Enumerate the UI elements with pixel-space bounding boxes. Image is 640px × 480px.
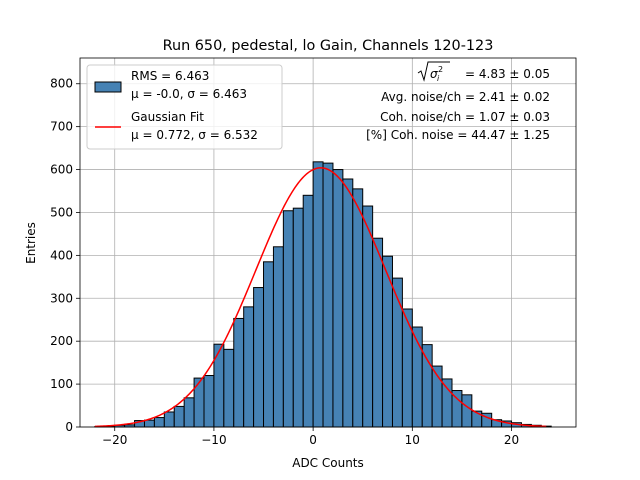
legend-box bbox=[86, 64, 283, 150]
noise-annotations: σ 2 i = 4.83 ± 0.05 Avg. noise/ch = 2.41… bbox=[366, 61, 550, 142]
legend-bar-swatch bbox=[94, 81, 122, 93]
y-tick-label: 100 bbox=[50, 377, 73, 391]
annotation-coh-percent: [%] Coh. noise = 44.47 ± 1.25 bbox=[366, 128, 550, 142]
histogram-bar bbox=[153, 417, 165, 428]
gaussian-fit bbox=[94, 167, 547, 428]
y-tick-label: 300 bbox=[50, 291, 73, 305]
y-axis-label: Entries bbox=[24, 222, 38, 264]
plot-frame bbox=[79, 57, 577, 428]
histogram-bar bbox=[263, 261, 274, 428]
svg-text:i: i bbox=[437, 74, 440, 83]
histogram-bars bbox=[94, 161, 552, 428]
histogram-bar bbox=[223, 348, 235, 428]
histogram-bar bbox=[163, 411, 175, 428]
x-tick-label: 10 bbox=[405, 433, 420, 447]
histogram-bar bbox=[342, 178, 354, 428]
histogram-bar bbox=[292, 207, 304, 428]
histogram-bar bbox=[322, 162, 334, 428]
y-tick-label: 200 bbox=[50, 334, 73, 348]
histogram-bar bbox=[461, 394, 473, 428]
histogram-bar bbox=[173, 405, 185, 428]
histogram-bar bbox=[183, 397, 195, 428]
legend: RMS = 6.463 μ = -0.0, σ = 6.463 Gaussian… bbox=[86, 64, 283, 150]
legend-hist-stats: μ = -0.0, σ = 6.463 bbox=[131, 87, 247, 101]
histogram-bar bbox=[352, 188, 364, 428]
legend-fit-label: Gaussian Fit bbox=[131, 110, 204, 124]
chart-title: Run 650, pedestal, lo Gain, Channels 120… bbox=[163, 38, 494, 54]
histogram-bar bbox=[203, 375, 215, 428]
y-tick-label: 500 bbox=[50, 205, 73, 219]
histogram-bar bbox=[362, 205, 374, 428]
x-axis-label: ADC Counts bbox=[292, 456, 364, 470]
x-tick-label: −10 bbox=[201, 433, 226, 447]
histogram-bar bbox=[372, 237, 384, 428]
annotation-sigma-value: = 4.83 ± 0.05 bbox=[465, 67, 550, 81]
histogram-bar bbox=[143, 419, 155, 428]
legend-fit-stats: μ = 0.772, σ = 6.532 bbox=[131, 128, 258, 142]
svg-text:σ: σ bbox=[430, 67, 438, 81]
svg-text:2: 2 bbox=[438, 65, 443, 74]
gaussian-fit-curve bbox=[94, 167, 547, 428]
histogram-bar bbox=[332, 169, 344, 428]
annotation-avg-noise: Avg. noise/ch = 2.41 ± 0.02 bbox=[381, 90, 550, 104]
histogram-bar bbox=[253, 287, 265, 428]
histogram-bar bbox=[391, 277, 403, 428]
histogram-bar bbox=[233, 317, 245, 428]
annotation-coh-noise: Coh. noise/ch = 1.07 ± 0.03 bbox=[380, 110, 550, 124]
histogram-bar bbox=[193, 377, 205, 428]
x-tick-label: 0 bbox=[309, 433, 317, 447]
y-tick-label: 400 bbox=[50, 248, 73, 262]
histogram-bar bbox=[282, 210, 294, 428]
sigma-sqrt-symbol: σ 2 i bbox=[417, 61, 450, 83]
histogram-bar bbox=[312, 161, 324, 428]
y-tick-label: 0 bbox=[65, 420, 73, 434]
histogram-bar bbox=[441, 378, 453, 428]
x-tick-label: −20 bbox=[102, 433, 127, 447]
y-tick-label: 600 bbox=[50, 163, 73, 177]
y-tick-label: 700 bbox=[50, 120, 73, 134]
histogram-bar bbox=[421, 344, 433, 428]
x-tick-label: 20 bbox=[504, 433, 519, 447]
histogram-bar bbox=[302, 194, 314, 428]
histogram-bar bbox=[243, 306, 255, 428]
histogram-bar bbox=[272, 246, 284, 428]
legend-rms-label: RMS = 6.463 bbox=[131, 69, 209, 83]
y-tick-label: 800 bbox=[50, 77, 73, 91]
